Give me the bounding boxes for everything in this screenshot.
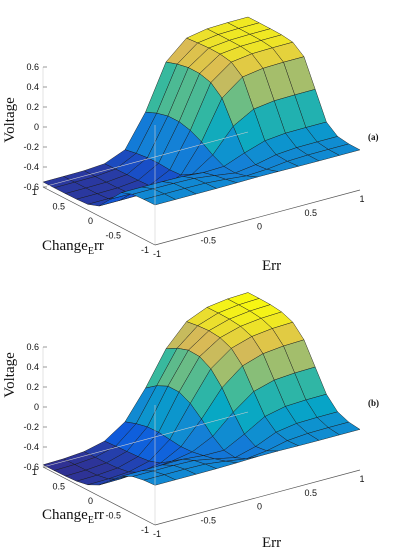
surface-patch [143, 474, 177, 486]
x-tick-label: 0.5 [304, 488, 317, 498]
axis-line [154, 469, 361, 526]
z-tick-label: 0 [34, 402, 39, 412]
y-ticks: -1 -0.5 0 0.5 1 [32, 187, 149, 255]
y-tick-label: 1 [32, 467, 37, 477]
panel-label: (b) [368, 398, 379, 408]
surface-plot-b: -0.6 -0.4 -0.2 0 0.2 0.4 0.6 -1 -0.5 0 0.5 1 -1 -0.5 0… [0, 275, 407, 550]
y-tick-label: -0.5 [105, 511, 121, 521]
y-tick-label: 0 [88, 496, 93, 506]
z-ticks: -0.6 -0.4 -0.2 0 0.2 0.4 0.6 [23, 62, 47, 192]
x-ticks: -1 -0.5 0 0.5 1 [153, 474, 365, 539]
y-tick-label: -1 [141, 525, 149, 535]
x-tick-label: 0 [257, 502, 262, 512]
surface-patch [143, 193, 177, 206]
y-tick-label: -1 [141, 245, 149, 255]
x-tick-label: -1 [153, 529, 161, 539]
z-axis-label: Voltage [2, 352, 18, 398]
panel-label: (a) [368, 132, 379, 142]
y-tick-label: 0.5 [52, 202, 65, 212]
axes-box [42, 67, 361, 246]
z-tick-label: 0.2 [26, 102, 39, 112]
surface-plot-a-svg: -0.6 -0.4 -0.2 0 0.2 0.4 0.6 -1 -0.5 0 0.5 1 -1 -0.5 0… [2, 16, 379, 274]
z-tick-label: 0.6 [26, 342, 39, 352]
y-axis-label-main: Change [42, 238, 88, 254]
z-tick-label: 0.6 [26, 62, 39, 72]
x-tick-label: -0.5 [200, 515, 216, 525]
surface-mesh [42, 292, 361, 486]
y-axis-label-main: Change [42, 507, 88, 523]
y-axis-label-tail: rr [94, 507, 104, 523]
axis-line [42, 186, 156, 246]
z-tick-label: 0.2 [26, 382, 39, 392]
x-tick-label: 0.5 [304, 208, 317, 218]
x-axis-label: Err [262, 535, 281, 550]
axis-line [154, 189, 361, 246]
y-axis-label: ChangeErr [42, 507, 104, 526]
axis-box-line [42, 131, 249, 188]
z-axis-label: Voltage [2, 97, 18, 143]
axis-line [42, 466, 156, 526]
x-tick-label: 0 [257, 222, 262, 232]
z-tick-label: 0.4 [26, 362, 39, 372]
z-ticks: -0.6 -0.4 -0.2 0 0.2 0.4 0.6 [23, 342, 47, 472]
z-tick-label: -0.6 [23, 462, 39, 472]
z-tick-label: -0.4 [23, 442, 39, 452]
x-axis-label: Err [262, 258, 281, 274]
y-tick-label: 1 [32, 187, 37, 197]
y-tick-label: 0.5 [52, 482, 65, 492]
surface-plot-a: -0.6 -0.4 -0.2 0 0.2 0.4 0.6 -1 -0.5 0 0.5 1 -1 -0.5 0… [2, 16, 379, 274]
y-ticks: -1 -0.5 0 0.5 1 [32, 467, 149, 535]
axes-box [42, 347, 361, 526]
z-tick-label: 0.4 [26, 82, 39, 92]
surface-mesh [42, 16, 361, 207]
y-axis-label: ChangeErr [42, 238, 104, 257]
x-tick-label: 1 [359, 474, 364, 484]
y-tick-label: -0.5 [105, 231, 121, 241]
x-tick-label: -0.5 [200, 235, 216, 245]
x-tick-label: 1 [359, 194, 364, 204]
z-tick-label: 0 [34, 122, 39, 132]
x-ticks: -1 -0.5 0 0.5 1 [153, 194, 365, 259]
axis-box-line [42, 411, 249, 468]
z-tick-label: -0.2 [23, 422, 39, 432]
surface-plot-b-svg: -0.6 -0.4 -0.2 0 0.2 0.4 0.6 -1 -0.5 0 0.5 1 -1 -0.5 0… [2, 292, 379, 550]
y-tick-label: 0 [88, 216, 93, 226]
z-tick-label: -0.2 [23, 142, 39, 152]
y-axis-label-sub: E [88, 246, 94, 257]
y-axis-label-sub: E [88, 515, 94, 526]
z-tick-label: -0.4 [23, 162, 39, 172]
x-tick-label: -1 [153, 249, 161, 259]
z-tick-label: -0.6 [23, 182, 39, 192]
y-axis-label-tail: rr [94, 238, 104, 254]
